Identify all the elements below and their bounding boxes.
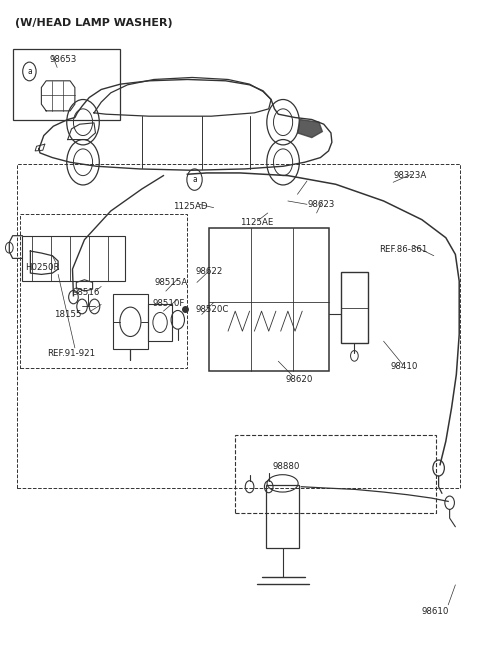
Text: 98622: 98622 [196,267,223,276]
Text: 98620: 98620 [286,375,313,385]
Bar [12,50,120,120]
Bar [22,235,125,281]
Text: REF.86-861: REF.86-861 [379,245,427,254]
Bar [340,272,368,343]
Bar [113,294,148,349]
Text: a: a [27,67,32,76]
Text: H0250R: H0250R [25,263,60,272]
Bar [148,304,172,341]
Bar [266,485,299,548]
Text: 98515A: 98515A [155,278,188,287]
Text: 98323A: 98323A [393,171,426,180]
Text: 98516: 98516 [72,288,100,297]
Text: a: a [192,175,197,184]
Text: 98623: 98623 [307,201,335,209]
Text: 1125AE: 1125AE [240,218,274,227]
Text: REF.91-921: REF.91-921 [48,349,96,358]
Bar [209,227,328,371]
Text: 1125AD: 1125AD [173,202,207,211]
Bar [235,435,436,513]
Text: 98520C: 98520C [196,304,229,314]
Text: (W/HEAD LAMP WASHER): (W/HEAD LAMP WASHER) [15,18,173,28]
Text: 98410: 98410 [391,362,418,371]
Text: 18155: 18155 [54,310,82,319]
Text: 98880: 98880 [273,462,300,471]
Polygon shape [298,120,323,138]
Text: 98610: 98610 [422,607,449,616]
Text: 98653: 98653 [49,55,77,64]
Text: 98510F: 98510F [153,299,185,308]
